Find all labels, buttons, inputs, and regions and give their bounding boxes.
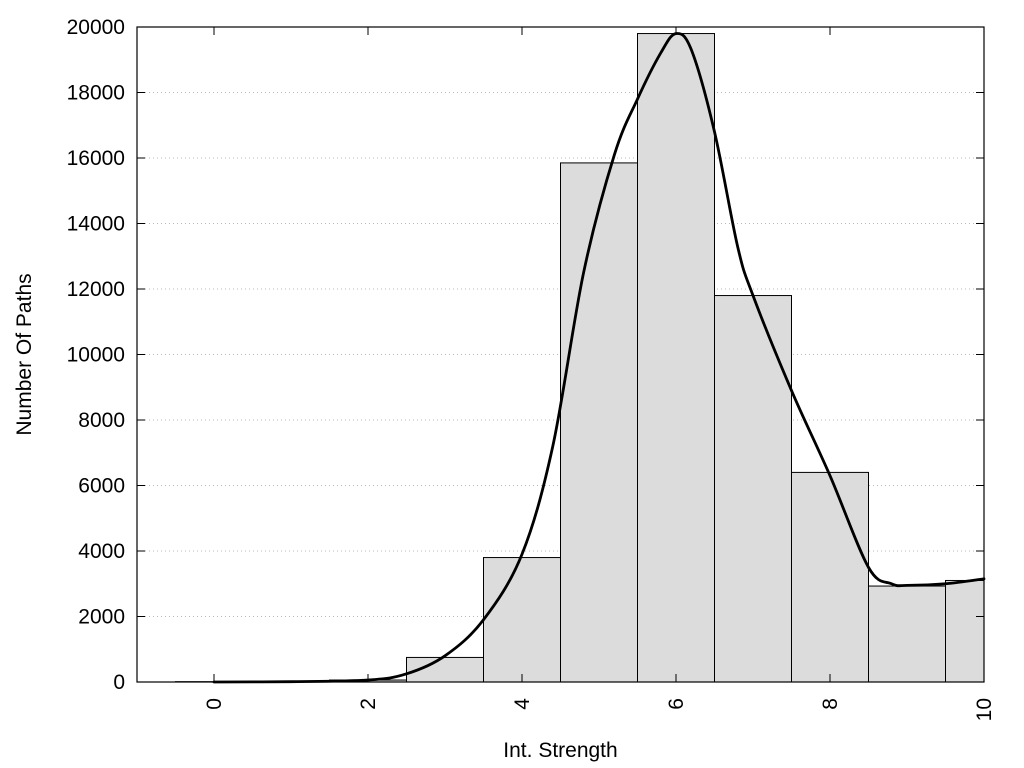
y-tick-label: 8000 — [78, 409, 125, 432]
y-tick-label: 16000 — [67, 147, 125, 170]
histogram-bar — [483, 557, 561, 683]
y-tick-label: 0 — [113, 671, 125, 694]
density-curve — [212, 32, 986, 684]
x-tick-label: 0 — [203, 698, 226, 710]
y-tick-label: 12000 — [67, 278, 125, 301]
histogram-bar — [560, 162, 638, 683]
x-tick-label: 4 — [511, 698, 534, 710]
histogram-bar — [945, 579, 985, 683]
histogram-bar — [868, 585, 946, 683]
histogram-bar — [714, 295, 792, 683]
y-tick-label: 6000 — [78, 475, 125, 498]
y-tick-label: 4000 — [78, 540, 125, 563]
x-tick-label: 10 — [973, 698, 996, 721]
y-axis-ticks: 0 2000 4000 6000 8000 10000 12000 14000 16000 180… — [67, 16, 984, 694]
histogram-bar — [791, 471, 869, 683]
x-tick-label: 8 — [819, 698, 842, 710]
y-tick-label: 20000 — [67, 16, 125, 39]
histogram-bars — [175, 33, 985, 683]
x-axis-ticks: 0 2 4 6 8 10 — [203, 27, 996, 721]
x-axis-label: Int. Strength — [503, 739, 617, 762]
y-tick-label: 10000 — [67, 344, 125, 367]
histogram-bar — [637, 33, 715, 683]
density-curve-layer — [212, 32, 986, 684]
x-tick-label: 2 — [357, 698, 380, 710]
y-tick-label: 18000 — [67, 82, 125, 105]
y-axis-label: Number Of Paths — [13, 273, 36, 435]
x-tick-label: 6 — [665, 698, 688, 710]
y-tick-label: 14000 — [67, 213, 125, 236]
y-tick-label: 2000 — [78, 606, 125, 629]
